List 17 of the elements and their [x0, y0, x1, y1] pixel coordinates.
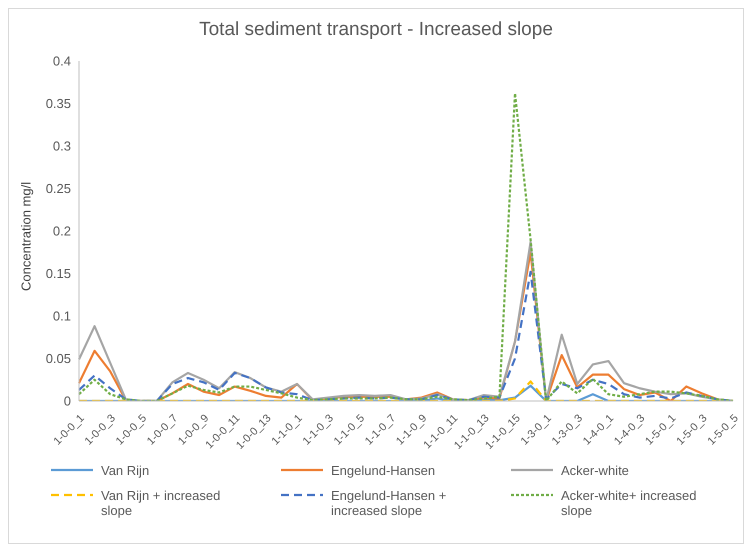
y-tick-label: 0.15	[46, 266, 71, 282]
legend-label: Engelund-Hansen	[331, 463, 436, 478]
legend-label: Van Rijn	[101, 463, 150, 478]
legend-label: Acker-white	[561, 463, 629, 478]
chart-title: Total sediment transport - Increased slope	[198, 18, 554, 42]
y-tick-label: 0.3	[52, 138, 71, 154]
y-tick-label: 0.2	[52, 224, 71, 239]
legend-label: Van Rijn + increased slope	[101, 488, 222, 518]
y-tick-label: 0	[64, 394, 71, 409]
y-axis-title: Concentration mg/l	[18, 182, 34, 291]
legend-label: Engelund-Hansen + increased slope	[331, 488, 448, 518]
y-tick-label: 0.35	[46, 96, 71, 112]
legend-label: Acker-white+ increased slope	[561, 488, 698, 518]
y-tick-label: 0.4	[52, 54, 71, 69]
y-tick-label: 0.1	[52, 308, 71, 324]
y-tick-label: 0.05	[46, 351, 71, 366]
y-tick-label: 0.25	[46, 181, 71, 196]
